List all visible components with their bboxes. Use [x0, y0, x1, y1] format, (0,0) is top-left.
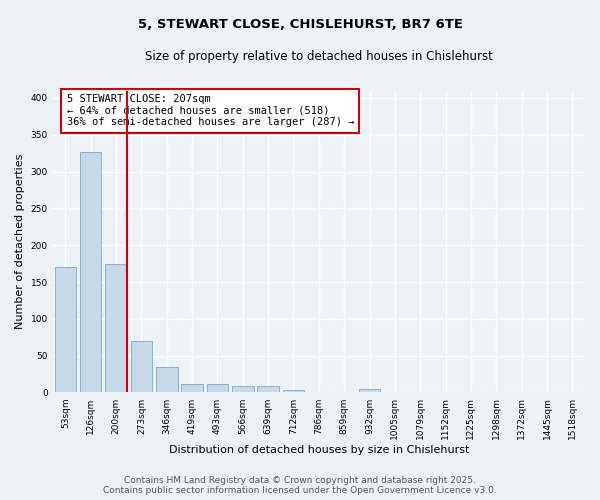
Bar: [156, 366, 178, 392]
Bar: [181, 384, 203, 392]
Bar: [206, 384, 228, 392]
Bar: [257, 386, 279, 392]
Bar: [232, 386, 254, 392]
Text: Contains HM Land Registry data © Crown copyright and database right 2025.
Contai: Contains HM Land Registry data © Crown c…: [103, 476, 497, 495]
Bar: [359, 389, 380, 392]
Bar: [131, 341, 152, 392]
Title: Size of property relative to detached houses in Chislehurst: Size of property relative to detached ho…: [145, 50, 493, 63]
Bar: [105, 264, 127, 392]
Y-axis label: Number of detached properties: Number of detached properties: [15, 154, 25, 329]
Bar: [55, 268, 76, 392]
X-axis label: Distribution of detached houses by size in Chislehurst: Distribution of detached houses by size …: [169, 445, 469, 455]
Bar: [80, 152, 101, 392]
Text: 5 STEWART CLOSE: 207sqm
← 64% of detached houses are smaller (518)
36% of semi-d: 5 STEWART CLOSE: 207sqm ← 64% of detache…: [67, 94, 354, 128]
Bar: [283, 390, 304, 392]
Text: 5, STEWART CLOSE, CHISLEHURST, BR7 6TE: 5, STEWART CLOSE, CHISLEHURST, BR7 6TE: [137, 18, 463, 30]
